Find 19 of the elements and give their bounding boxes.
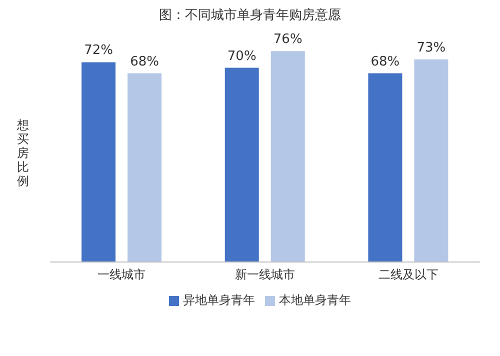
data-label: 73% [416, 40, 446, 56]
chart-title: 图：不同城市单身青年购房意愿 [158, 7, 342, 24]
data-label: 68% [130, 54, 159, 70]
legend-label: 本地单身青年 [279, 293, 351, 307]
y-axis-title: 想买房比例 [16, 118, 30, 188]
data-label: 70% [227, 48, 256, 64]
bar [270, 51, 305, 262]
data-label: 68% [370, 54, 400, 70]
x-tick-label: 新一线城市 [235, 268, 295, 282]
data-label: 76% [273, 32, 302, 48]
bar [414, 59, 448, 262]
bar [128, 73, 162, 262]
bar [368, 73, 402, 262]
x-tick-label: 一线城市 [98, 268, 146, 282]
bar [82, 62, 116, 262]
legend-label: 异地单身青年 [183, 293, 255, 307]
bar [224, 68, 259, 262]
data-label: 72% [84, 43, 113, 58]
x-tick-label: 二线及以下 [378, 268, 438, 282]
